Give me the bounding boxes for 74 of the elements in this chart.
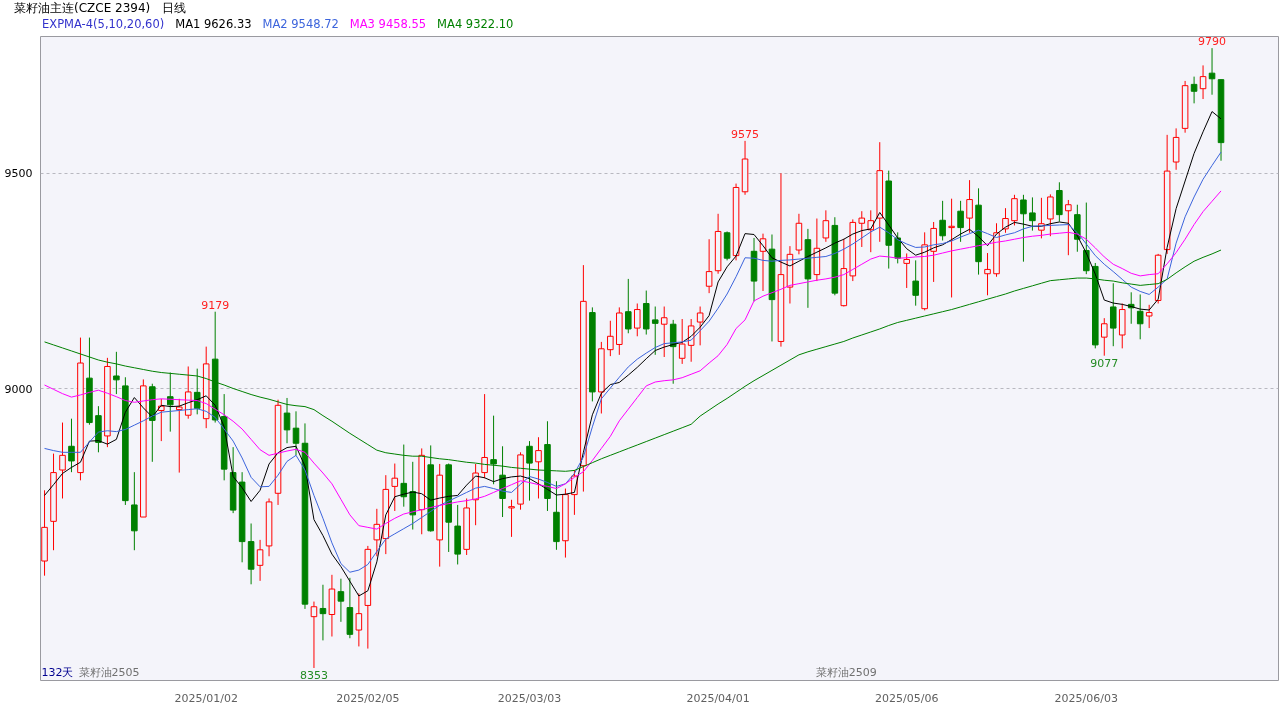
candlestick <box>113 351 120 395</box>
candlestick <box>283 397 291 444</box>
y-tick-label: 9000 <box>4 382 33 396</box>
candlestick <box>1145 304 1153 329</box>
candlestick <box>633 303 641 337</box>
candlestick <box>912 259 919 307</box>
candlestick <box>705 238 713 294</box>
candlestick <box>1065 199 1072 256</box>
candlestick <box>894 231 901 264</box>
candlestick <box>373 508 381 557</box>
legend-title: EXPMA-4(5,10,20,60) <box>42 17 165 31</box>
candlestick <box>319 584 327 641</box>
candlestick <box>696 306 704 346</box>
candlestick <box>678 318 686 365</box>
candlestick <box>59 422 66 499</box>
candlestick <box>391 463 399 512</box>
y-tick-label: 9500 <box>4 167 33 181</box>
candlestick <box>822 209 830 243</box>
candlestick <box>1083 202 1090 275</box>
candlestick <box>1136 293 1144 340</box>
candlestick <box>858 210 866 248</box>
candlestick <box>337 578 345 623</box>
candlestick <box>1100 317 1108 357</box>
x-tick-label: 2025/04/01 <box>686 691 750 705</box>
candlestick <box>984 252 991 296</box>
text: MA4 9322.10 <box>437 17 514 31</box>
candlestick <box>409 461 417 531</box>
candlestick <box>651 306 659 356</box>
text: MA2 9548.72 <box>262 17 339 31</box>
candlestick <box>930 221 937 283</box>
annotation: 8353 <box>299 668 328 682</box>
candlestick <box>957 200 964 243</box>
candlestick <box>660 306 668 358</box>
annotation: 9575 <box>731 127 760 141</box>
annotation: 132天 <box>41 665 74 679</box>
text: MA1 9626.33 <box>175 17 252 31</box>
candlestick <box>1029 196 1036 232</box>
chart-title: 菜籽油主连(CZCE 2394) <box>14 1 151 15</box>
candlestick <box>256 539 264 582</box>
candlestick <box>1020 194 1027 263</box>
candlestick <box>607 320 614 357</box>
x-tick-label: 2025/05/06 <box>875 691 939 705</box>
candlestick <box>535 436 542 499</box>
candlestick <box>1011 194 1018 226</box>
candlestick <box>292 410 300 456</box>
candlestick <box>669 319 677 385</box>
candlestick <box>481 393 488 479</box>
candlestick <box>310 601 318 669</box>
candlestick <box>903 252 910 289</box>
x-tick-label: 2025/01/02 <box>174 691 238 705</box>
annotation: 9077 <box>1090 356 1119 370</box>
candlestick <box>948 198 955 298</box>
annotation: 菜籽油2505 <box>78 665 140 679</box>
candlestick <box>68 418 75 473</box>
candlestick <box>625 278 632 334</box>
candlestick <box>1109 282 1117 347</box>
text: MA3 9458.55 <box>349 17 427 31</box>
annotation: 9179 <box>201 298 230 312</box>
candlestick <box>939 200 946 242</box>
annotation: 菜籽油2509 <box>815 665 877 679</box>
candlestick <box>193 368 201 415</box>
candlestick <box>166 372 174 433</box>
candlestick <box>1190 76 1198 104</box>
candlestick <box>966 179 973 234</box>
candlestick <box>1199 64 1207 100</box>
x-tick-label: 2025/02/05 <box>336 691 400 705</box>
candlestick <box>508 499 515 538</box>
annotation: 9790 <box>1198 35 1227 49</box>
candlestick <box>1047 193 1054 237</box>
x-tick-label: 2025/03/03 <box>497 691 562 705</box>
chart-subtitle: 日线 <box>161 1 186 15</box>
candlestick <box>355 592 363 647</box>
x-tick-label: 2025/06/03 <box>1054 691 1119 705</box>
candlestick <box>175 398 183 474</box>
